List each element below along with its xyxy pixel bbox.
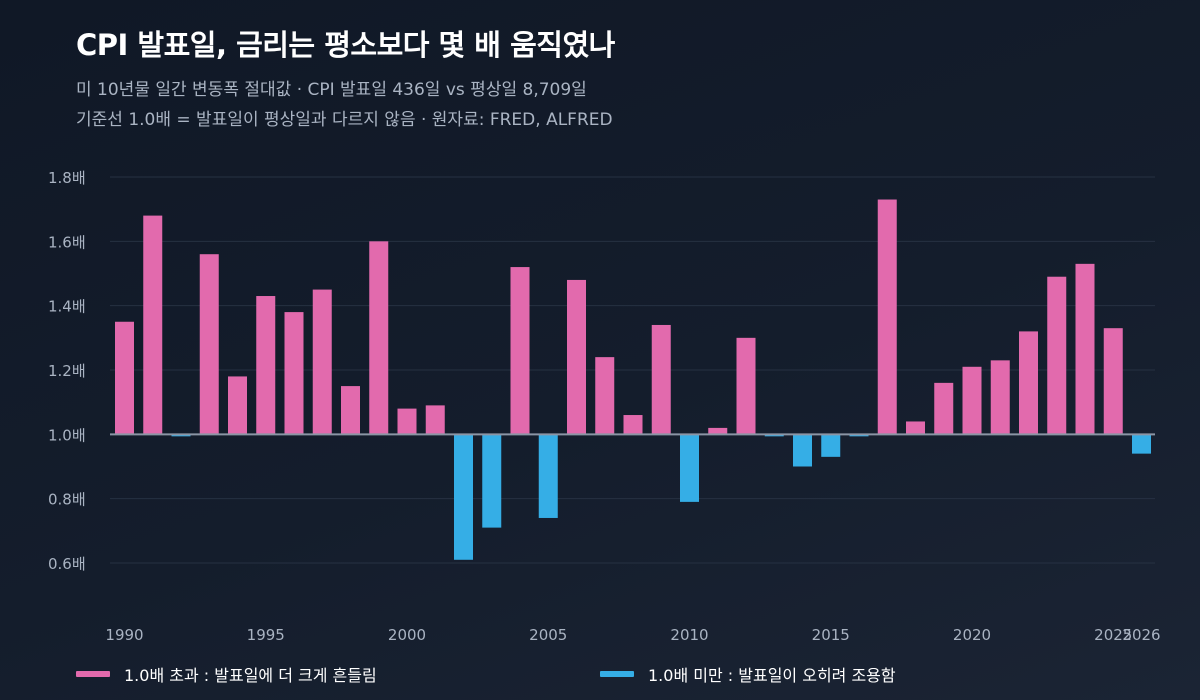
bars [115, 199, 1151, 560]
legend-item-below: 1.0배 미만 : 발표일이 오히려 조용함 [600, 662, 896, 686]
bar-1993 [199, 254, 219, 435]
y-tick-label: 1.4배 [48, 298, 86, 316]
bar-1991 [143, 215, 163, 435]
y-tick-label: 0.6배 [48, 555, 86, 573]
bar-1999 [369, 241, 389, 435]
bar-1994 [228, 376, 247, 435]
bar-2004 [510, 267, 530, 435]
y-tick-label: 1.8배 [48, 169, 86, 187]
bar-2015 [821, 434, 841, 457]
bar-2006 [567, 279, 586, 435]
bar-2001 [425, 405, 445, 435]
bar-2000 [397, 408, 417, 435]
x-tick-label-1990: 1990 [105, 626, 143, 644]
x-tick-label-2015: 2015 [812, 626, 850, 644]
bar-2002 [454, 434, 473, 560]
bar-2019 [934, 382, 954, 435]
y-tick-label: 0.8배 [48, 491, 86, 509]
bar-2020 [962, 366, 982, 435]
legend-swatch-below [600, 671, 634, 677]
x-tick-label-2005: 2005 [529, 626, 567, 644]
bar-2005 [538, 434, 558, 518]
bar-1997 [312, 289, 332, 435]
bar-2007 [595, 357, 615, 435]
x-tick-label-2026: 2026 [1122, 626, 1160, 644]
chart-subtitle-line2: 기준선 1.0배 = 발표일이 평상일과 다르지 않음 · 원자료: FRED,… [76, 110, 613, 130]
bar-1996 [284, 312, 304, 435]
chart-subtitle-line1: 미 10년물 일간 변동폭 절대값 · CPI 발표일 436일 vs 평상일 … [76, 80, 587, 100]
y-tick-label: 1.6배 [48, 233, 86, 251]
bar-2011 [708, 427, 728, 435]
bar-2012 [736, 337, 756, 435]
bar-2014 [793, 434, 812, 467]
bar-2008 [623, 415, 643, 435]
gridlines [110, 176, 1155, 564]
x-tick-label-2020: 2020 [953, 626, 991, 644]
bar-2017 [877, 199, 897, 435]
x-tick-label-2025: 2025 [1094, 626, 1132, 644]
legend-swatch-above [76, 671, 110, 677]
bar-2018 [906, 421, 925, 435]
bar-2021 [990, 360, 1010, 435]
bar-1998 [341, 386, 360, 435]
bar-2026 [1132, 434, 1151, 454]
bar-2022 [1019, 331, 1038, 435]
bar-2009 [651, 324, 671, 435]
bar-2010 [680, 434, 699, 502]
bar-1995 [256, 296, 276, 435]
y-tick-label: 1.0배 [48, 426, 86, 444]
bar-2023 [1047, 276, 1067, 435]
bar-2003 [482, 434, 502, 528]
chart-title: CPI 발표일, 금리는 평소보다 몇 배 움직였나 [76, 28, 615, 62]
legend-label-above: 1.0배 초과 : 발표일에 더 크게 흔들림 [124, 666, 377, 685]
bar-2024 [1075, 263, 1095, 435]
bar-2025 [1103, 328, 1123, 435]
legend-label-below: 1.0배 미만 : 발표일이 오히려 조용함 [648, 666, 896, 685]
x-tick-label-1995: 1995 [247, 626, 285, 644]
y-tick-label: 1.2배 [48, 362, 86, 380]
legend-item-above: 1.0배 초과 : 발표일에 더 크게 흔들림 [76, 662, 377, 686]
x-tick-label-2010: 2010 [670, 626, 708, 644]
y-axis: 0.6배 0.8배 1.0배 1.2배 1.4배 1.6배 1.8배 [48, 169, 86, 573]
bar-1990 [115, 321, 134, 435]
x-tick-label-2000: 2000 [388, 626, 426, 644]
